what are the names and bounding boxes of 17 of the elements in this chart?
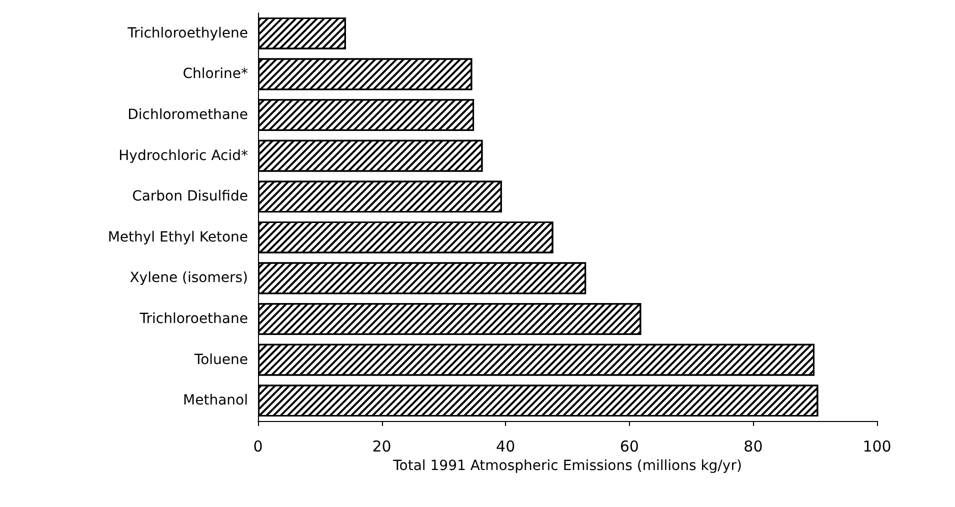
y-tick-label: Carbon Disulfide	[132, 188, 248, 205]
x-tick-label: 60	[620, 438, 639, 456]
x-tick-label: 100	[862, 438, 892, 456]
y-tick-label: Toluene	[193, 352, 248, 368]
y-tick-label: Methyl Ethyl Ketone	[108, 229, 248, 246]
y-tick-label: Trichloroethylene	[126, 25, 248, 42]
y-tick-label: Chlorine*	[182, 66, 248, 82]
y-tick-label: Methanol	[183, 392, 248, 409]
x-axis-title: Total 1991 Atmospheric Emissions (millions kg/yr)	[392, 458, 742, 474]
x-tick-label: 20	[372, 438, 392, 456]
x-tick-label: 80	[744, 438, 763, 456]
x-tick-label: 40	[496, 438, 516, 456]
y-tick-label: Hydrochloric Acid*	[118, 148, 248, 164]
y-tick-label: Trichloroethane	[138, 311, 248, 327]
x-tick-label: 0	[253, 438, 263, 456]
y-tick-label: Xylene (isomers)	[130, 270, 248, 286]
y-tick-label: Dichloromethane	[128, 107, 248, 123]
